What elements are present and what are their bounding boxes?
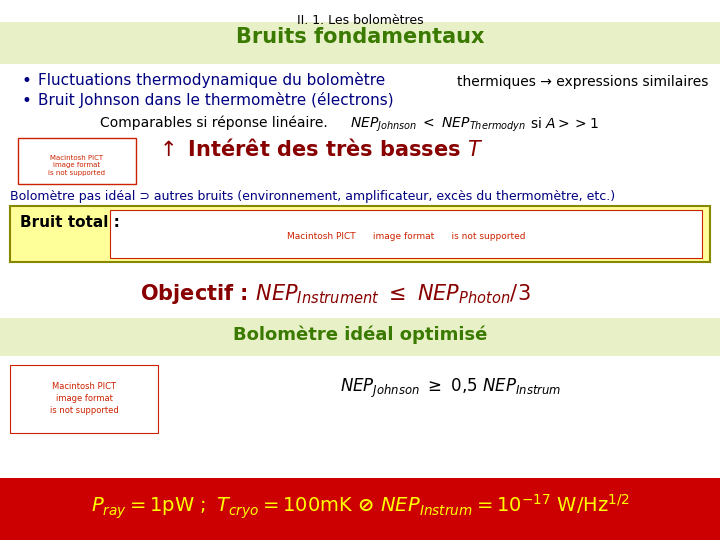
Bar <box>18 138 136 184</box>
Text: $\mathit{P}_{ray}=1\mathrm{pW}\ ;\ \mathit{T}_{cryo}=100\mathrm{mK}\ \mathbf{\os: $\mathit{P}_{ray}=1\mathrm{pW}\ ;\ \math… <box>91 493 629 522</box>
Text: thermiques → expressions similaires: thermiques → expressions similaires <box>456 75 708 89</box>
Text: •: • <box>22 92 32 110</box>
Text: Macintosh PICT
image format
is not supported: Macintosh PICT image format is not suppo… <box>50 382 118 415</box>
Bar <box>0 22 720 64</box>
Text: Objectif : $\mathit{NEP}_{Instrument}\ \leq\ \mathit{NEP}_{Photon}/3$: Objectif : $\mathit{NEP}_{Instrument}\ \… <box>140 282 531 306</box>
Text: Bruit Johnson dans le thermomètre (électrons): Bruit Johnson dans le thermomètre (élect… <box>38 92 394 108</box>
Text: $<\ \mathit{NEP}_{Thermodyn}$: $<\ \mathit{NEP}_{Thermodyn}$ <box>420 116 526 134</box>
Text: $\mathrm{si}\ \mathit{A}>>1$: $\mathrm{si}\ \mathit{A}>>1$ <box>530 116 599 131</box>
Text: Bruits fondamentaux: Bruits fondamentaux <box>235 27 485 47</box>
Text: •: • <box>22 72 32 90</box>
Text: Macintosh PICT      image format      is not supported: Macintosh PICT image format is not suppo… <box>287 232 526 241</box>
Text: Fluctuations thermodynamique du bolomètre: Fluctuations thermodynamique du bolomètr… <box>38 72 385 88</box>
Text: Bolomètre idéal optimisé: Bolomètre idéal optimisé <box>233 325 487 343</box>
Text: $\uparrow$ Intérêt des très basses $\mathit{T}$: $\uparrow$ Intérêt des très basses $\mat… <box>155 138 483 160</box>
Text: II. 1. Les bolomètres: II. 1. Les bolomètres <box>297 14 423 27</box>
Bar <box>110 210 702 258</box>
Text: $\mathit{NEP}_{Johnson}$: $\mathit{NEP}_{Johnson}$ <box>350 116 417 134</box>
Bar <box>0 318 720 356</box>
Bar <box>0 478 720 540</box>
Text: $\mathit{NEP}_{Johnson}\ \geq\ 0{,}5\ \mathit{NEP}_{Instrum}$: $\mathit{NEP}_{Johnson}\ \geq\ 0{,}5\ \m… <box>340 377 562 400</box>
Text: Macintosh PICT
image format
is not supported: Macintosh PICT image format is not suppo… <box>48 155 106 176</box>
Bar <box>10 365 158 433</box>
Text: Bruit total :: Bruit total : <box>20 215 120 230</box>
Bar <box>10 206 710 262</box>
Text: Comparables si réponse linéaire.: Comparables si réponse linéaire. <box>100 116 332 131</box>
Text: Bolomètre pas idéal ⊃ autres bruits (environnement, amplificateur, excès du ther: Bolomètre pas idéal ⊃ autres bruits (env… <box>10 190 615 203</box>
